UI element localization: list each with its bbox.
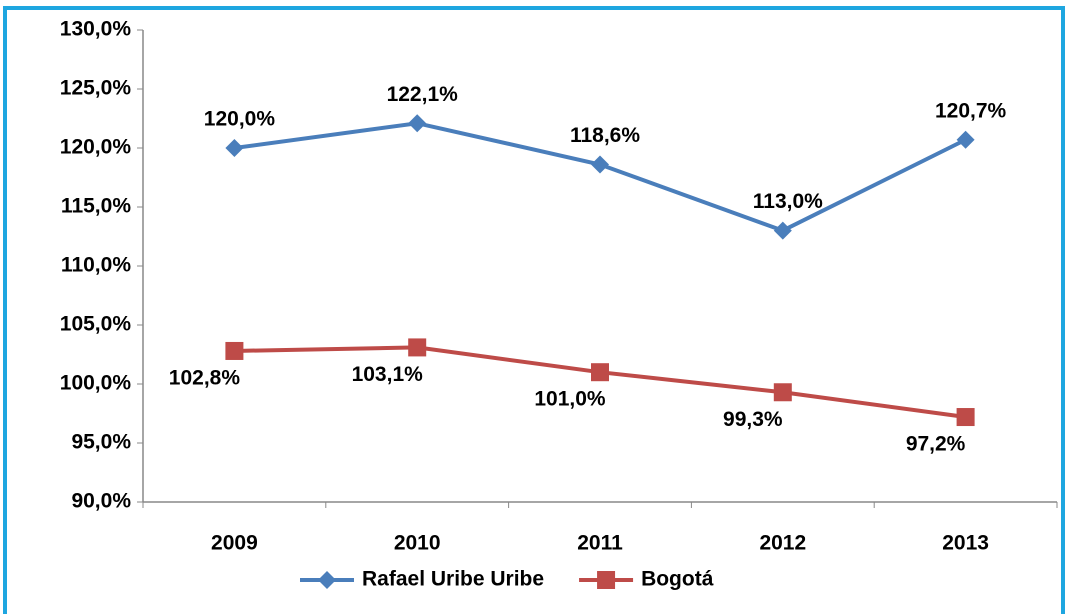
data-point — [591, 155, 609, 174]
y-tick-label: 120,0% — [60, 136, 132, 159]
frame — [3, 6, 1065, 614]
data-label: 102,8% — [169, 367, 241, 390]
data-label: 103,1% — [352, 363, 424, 386]
legend-label: Bogotá — [641, 568, 714, 591]
data-point — [773, 221, 792, 240]
data-point — [956, 130, 975, 149]
y-tick-label: 130,0% — [60, 18, 132, 41]
data-point — [773, 383, 792, 402]
data-label: 120,0% — [204, 108, 276, 131]
legend-marker — [318, 571, 336, 589]
y-tick-label: 105,0% — [60, 313, 132, 336]
data-label: 101,0% — [534, 388, 606, 411]
data-label: 118,6% — [570, 124, 640, 147]
legend-label: Rafael Uribe Uribe — [362, 568, 544, 591]
y-tick-label: 110,0% — [61, 254, 131, 277]
x-tick-label: 2013 — [942, 532, 989, 555]
x-tick-label: 2011 — [577, 532, 623, 555]
data-label: 120,7% — [935, 99, 1007, 122]
legend-marker — [597, 571, 616, 589]
data-point — [956, 408, 975, 427]
data-point — [591, 363, 609, 382]
data-label: 99,3% — [723, 408, 783, 431]
y-tick-label: 115,0% — [61, 195, 131, 218]
x-tick-label: 2012 — [759, 532, 806, 555]
x-tick-label: 2010 — [394, 532, 441, 555]
data-label: 97,2% — [906, 433, 966, 456]
data-point — [408, 114, 427, 133]
data-point — [225, 341, 244, 360]
data-point — [408, 338, 427, 357]
data-point — [225, 139, 244, 157]
y-tick-label: 125,0% — [60, 77, 132, 100]
data-label: 113,0% — [753, 190, 823, 213]
y-tick-label: 95,0% — [71, 431, 131, 454]
x-tick-label: 2009 — [211, 532, 258, 555]
data-label: 122,1% — [387, 83, 459, 106]
y-tick-label: 100,0% — [60, 372, 132, 395]
y-tick-label: 90,0% — [71, 490, 131, 513]
